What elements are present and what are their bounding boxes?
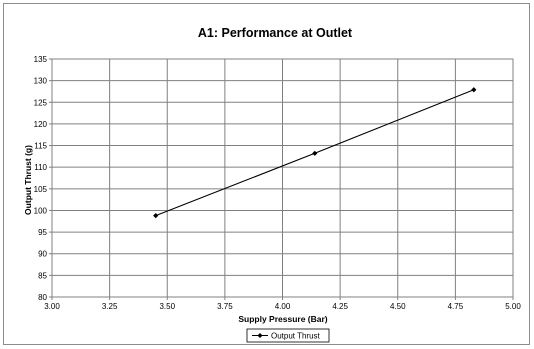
x-tick-label: 4.50 <box>390 302 406 311</box>
y-tick-label: 90 <box>38 250 47 259</box>
tick-layer: 3.00 3.25 3.50 3.75 4.00 4.25 4.50 4.75 5.00 80 85… <box>34 55 522 311</box>
y-tick-label: 100 <box>34 206 48 215</box>
x-tick-label: 3.75 <box>217 302 233 311</box>
x-axis-title: Supply Pressure (Bar) <box>238 314 327 324</box>
y-tick-label: 120 <box>34 120 48 129</box>
data-point <box>153 213 159 219</box>
y-tick-label: 115 <box>34 142 47 151</box>
legend-label: Output Thrust <box>271 332 321 341</box>
x-tick-label: 4.00 <box>275 302 291 311</box>
x-tick-label: 5.00 <box>505 302 521 311</box>
x-tick-label: 3.00 <box>44 302 60 311</box>
x-tick-label: 4.25 <box>332 302 348 311</box>
y-tick-label: 135 <box>34 55 48 64</box>
y-tick-label: 80 <box>38 293 47 302</box>
legend-box <box>246 328 330 343</box>
grid-layer <box>52 59 513 297</box>
chart-title: A1: Performance at Outlet <box>198 26 353 40</box>
series-layer <box>153 87 477 219</box>
data-point <box>312 150 318 156</box>
x-tick-label: 3.50 <box>159 302 175 311</box>
y-tick-label: 130 <box>34 77 48 86</box>
data-point <box>471 87 477 93</box>
legend-marker-swatch <box>257 333 263 338</box>
y-tick-label: 85 <box>38 271 47 280</box>
y-tick-label: 110 <box>34 163 47 172</box>
y-tick-label: 105 <box>34 185 48 194</box>
x-tick-label: 4.75 <box>448 302 464 311</box>
y-tick-label: 125 <box>34 98 48 107</box>
y-tick-label: 95 <box>38 228 47 237</box>
legend: Output Thrust <box>246 328 330 343</box>
y-axis-title: Output Thrust (g) <box>23 145 33 215</box>
x-tick-label: 3.25 <box>102 302 118 311</box>
